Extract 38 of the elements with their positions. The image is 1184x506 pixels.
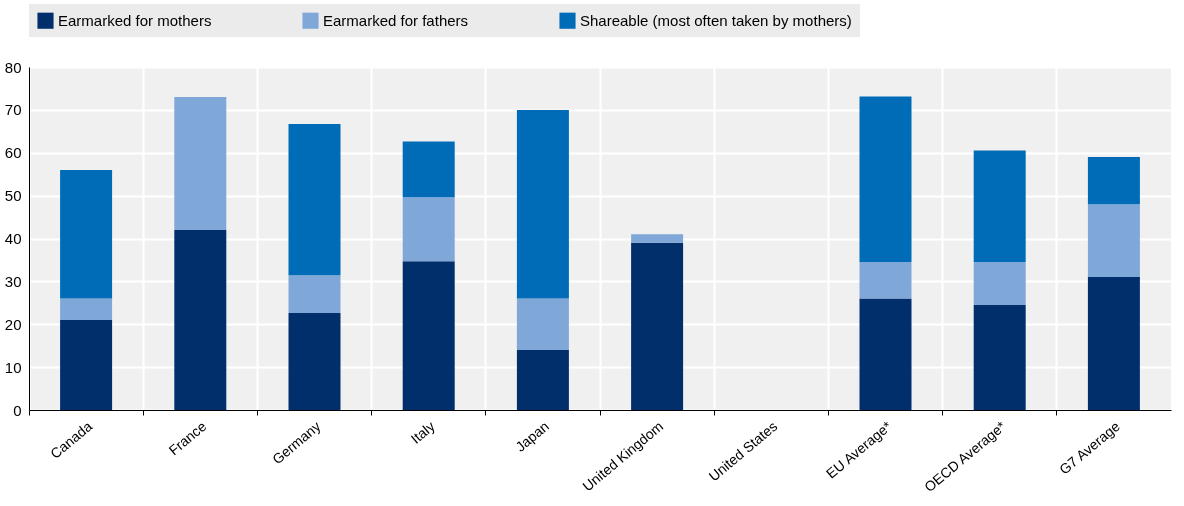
bar [288, 275, 341, 314]
y-tick-label: 10 [4, 358, 22, 376]
bar [973, 262, 1026, 305]
bar [631, 234, 684, 243]
bar [1087, 277, 1140, 410]
bar [859, 298, 912, 410]
bar [973, 304, 1026, 410]
y-tick-label: 80 [4, 58, 22, 76]
bar [60, 298, 113, 320]
bar [402, 141, 455, 198]
y-tick-label: 30 [4, 272, 22, 290]
legend-label: Shareable (most often taken by mothers) [580, 11, 852, 29]
bar [973, 150, 1026, 263]
bar [516, 109, 569, 299]
bar [516, 298, 569, 350]
y-tick-label: 60 [4, 144, 22, 162]
y-tick-label: 40 [4, 230, 22, 247]
y-tick-label: 70 [4, 101, 22, 119]
legend-label: Earmarked for mothers [58, 11, 212, 29]
y-tick-label: 20 [4, 315, 22, 333]
bar [631, 242, 684, 410]
bar [174, 97, 227, 230]
bar [516, 349, 569, 410]
bar [60, 319, 113, 410]
bar [859, 96, 912, 263]
bar [60, 169, 113, 299]
y-tick-label: 50 [4, 187, 22, 205]
bar [288, 313, 341, 410]
bar [174, 229, 227, 410]
bar [288, 124, 341, 276]
y-tick-label: 0 [13, 401, 22, 419]
legend-label: Earmarked for fathers [323, 11, 469, 29]
bar [402, 261, 455, 410]
x-tick-label: Italy [407, 417, 438, 447]
bar [1087, 204, 1140, 278]
bar [1087, 157, 1140, 205]
bar [402, 197, 455, 262]
bar [859, 262, 912, 299]
